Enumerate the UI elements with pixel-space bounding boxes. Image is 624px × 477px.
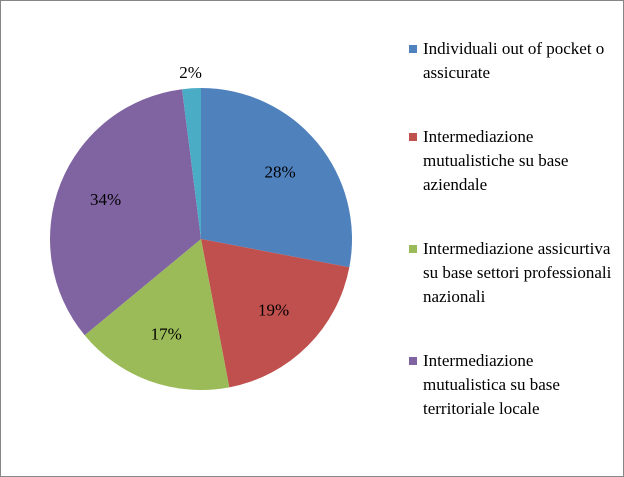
legend-label: Intermediazione mutualistiche su base az…: [423, 127, 569, 194]
legend-swatch: [409, 133, 417, 141]
legend-entry: Intermediazione mutualistiche su base az…: [409, 125, 614, 197]
legend-label: Intermediazione mutualistica su base ter…: [423, 351, 560, 418]
pie-slice: [84, 239, 230, 390]
legend-entry: Intermediazione mutualistica su base ter…: [409, 349, 614, 421]
legend-entry: Intermediazione assicurtiva su base sett…: [409, 237, 614, 309]
data-label: 19%: [258, 301, 289, 320]
pie-slice: [201, 88, 352, 268]
legend-entry: Individuali out of pocket o assicurate: [409, 37, 614, 85]
pie-slice: [201, 239, 350, 388]
legend-swatch: [409, 357, 417, 365]
pie-slice: [49, 89, 201, 336]
data-label: 28%: [265, 162, 296, 181]
data-label: 17%: [151, 325, 182, 344]
data-label: 2%: [179, 63, 202, 82]
pie-slice: [182, 88, 201, 239]
legend-swatch: [409, 245, 417, 253]
data-label: 34%: [90, 190, 121, 209]
legend-label: Individuali out of pocket o assicurate: [423, 39, 605, 82]
legend: Individuali out of pocket o assicurate In…: [409, 37, 614, 421]
legend-swatch: [409, 45, 417, 53]
legend-label: Intermediazione assicurtiva su base sett…: [423, 239, 612, 306]
